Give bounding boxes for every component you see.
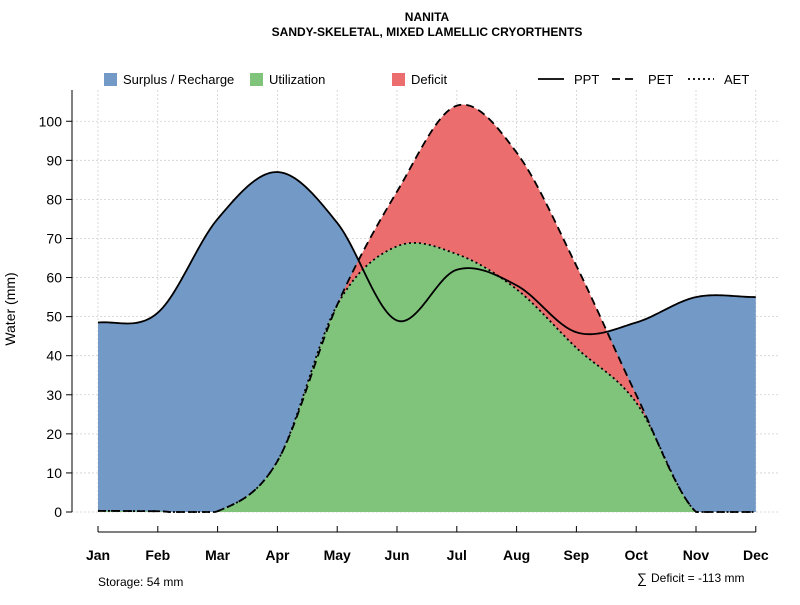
x-tick-label: Nov — [683, 547, 710, 563]
y-tick-label: 100 — [39, 113, 63, 129]
series-line-ppt — [97, 171, 756, 336]
x-tick-label: Apr — [265, 547, 290, 563]
utilization-area — [98, 242, 756, 512]
legend-swatch-surplus — [104, 73, 117, 86]
y-tick-label: 0 — [54, 504, 62, 520]
x-tick-label: Feb — [145, 547, 170, 563]
storage-annotation: Storage: 54 mm — [98, 575, 183, 589]
deficit-annotation: Deficit = -113 mm — [651, 571, 744, 585]
y-axis-label: Water (mm) — [2, 272, 18, 345]
x-tick-label: Jan — [86, 547, 110, 563]
y-tick-label: 40 — [46, 348, 62, 364]
legend-label: AET — [724, 72, 749, 87]
legend-label: PPT — [574, 72, 599, 87]
legend-swatch-deficit — [392, 73, 405, 86]
axes: 0 10 20 30 40 50 60 70 80 90 100 Jan Feb Mar Apr May Jun… — [39, 90, 769, 563]
deficit-area — [98, 104, 756, 513]
legend-label: Utilization — [269, 72, 325, 87]
y-tick-label: 60 — [46, 270, 62, 286]
x-tick-label: Oct — [625, 547, 649, 563]
y-tick-label: 20 — [46, 426, 62, 442]
deficit-sum-symbol: ∑ — [637, 570, 647, 586]
x-tick-label: Jul — [447, 547, 467, 563]
y-tick-label: 30 — [46, 387, 62, 403]
x-tick-label: Jun — [385, 547, 410, 563]
legend-swatch-utilization — [250, 73, 263, 86]
chart-subtitle: SANDY-SKELETAL, MIXED LAMELLIC CRYORTHEN… — [272, 25, 583, 39]
series-lines — [97, 103, 756, 513]
legend: Surplus / Recharge Utilization Deficit PPT P… — [104, 72, 749, 87]
x-tick-label: Dec — [743, 547, 769, 563]
x-tick-label: May — [324, 547, 351, 563]
y-tick-label: 90 — [46, 152, 62, 168]
legend-label: Surplus / Recharge — [123, 72, 234, 87]
chart-title: NANITA — [405, 10, 450, 24]
x-tick-label: Mar — [205, 547, 230, 563]
x-tick-label: Aug — [503, 547, 530, 563]
series-line-pet — [97, 103, 756, 513]
areas — [98, 104, 756, 513]
y-tick-label: 80 — [46, 191, 62, 207]
legend-label: Deficit — [411, 72, 448, 87]
y-tick-label: 10 — [46, 465, 62, 481]
y-tick-label: 70 — [46, 230, 62, 246]
legend-label: PET — [648, 72, 673, 87]
x-tick-label: Sep — [564, 547, 590, 563]
y-tick-label: 50 — [46, 309, 62, 325]
